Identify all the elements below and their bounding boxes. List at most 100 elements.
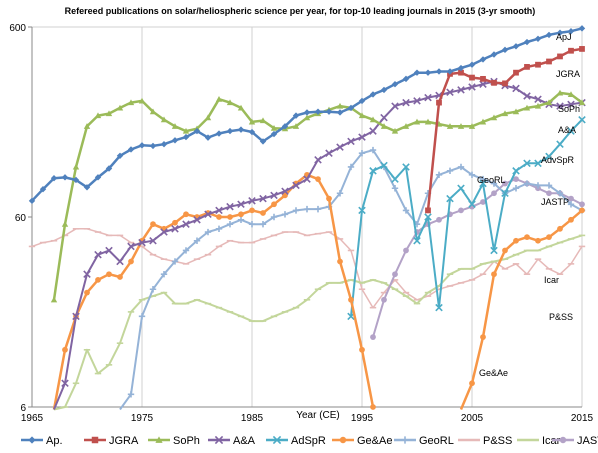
legend-swatch-marker	[155, 436, 163, 443]
data-point	[303, 114, 311, 121]
data-point	[578, 115, 586, 124]
data-point	[325, 149, 333, 157]
data-point	[512, 84, 520, 93]
data-point	[490, 114, 498, 121]
data-point	[578, 99, 586, 106]
data-point	[117, 274, 123, 280]
data-point	[391, 175, 399, 183]
data-point	[579, 207, 585, 214]
legend-label: P&SS	[483, 435, 512, 447]
data-point	[534, 182, 542, 189]
data-point	[95, 277, 101, 283]
data-point	[381, 296, 387, 303]
data-point	[160, 270, 168, 278]
data-point	[479, 118, 487, 125]
data-point	[171, 137, 179, 144]
data-point	[490, 180, 498, 187]
series-label: SoPh	[558, 104, 580, 114]
data-point	[204, 210, 212, 219]
data-point	[556, 29, 564, 36]
data-point	[534, 102, 542, 109]
data-point	[523, 38, 531, 46]
data-point	[513, 176, 519, 182]
legend-label: AdSpR	[291, 435, 326, 447]
data-point	[457, 184, 465, 193]
data-point	[402, 98, 410, 107]
data-point	[204, 114, 212, 121]
data-point	[468, 123, 476, 129]
data-point	[303, 205, 311, 213]
legend-item: GeoRL	[394, 435, 454, 447]
data-point	[160, 228, 168, 236]
data-point	[193, 216, 201, 224]
x-tick-label: 1995	[351, 413, 374, 424]
data-point	[391, 102, 399, 110]
data-point	[446, 123, 454, 129]
data-point	[116, 257, 124, 266]
data-point	[72, 163, 80, 170]
data-point	[380, 123, 388, 129]
data-point	[403, 247, 409, 254]
series-label: A&A	[558, 125, 576, 135]
data-point	[259, 194, 267, 203]
data-point	[480, 199, 486, 205]
data-point	[568, 195, 574, 202]
legend-item: A&A	[208, 435, 256, 447]
data-point	[281, 123, 289, 130]
data-point	[424, 69, 432, 76]
data-point	[248, 197, 256, 205]
data-point	[62, 346, 68, 353]
data-point	[105, 110, 113, 117]
data-point	[270, 130, 278, 138]
data-point	[94, 250, 102, 259]
data-point	[226, 99, 234, 106]
data-point	[182, 133, 190, 141]
data-point	[391, 185, 399, 192]
data-point	[556, 140, 564, 148]
data-point	[523, 104, 531, 111]
data-point	[435, 303, 443, 312]
data-point	[149, 236, 157, 245]
data-point	[380, 113, 388, 122]
data-point	[292, 207, 300, 214]
data-point	[171, 123, 179, 129]
data-point	[424, 213, 432, 221]
data-point	[227, 214, 233, 220]
data-point	[149, 108, 157, 115]
data-point	[546, 58, 552, 65]
series-line	[31, 228, 583, 309]
legend-swatch-marker	[28, 436, 36, 444]
data-point	[469, 380, 475, 387]
data-point	[491, 79, 497, 86]
data-point	[160, 140, 168, 148]
series-icar	[53, 234, 586, 411]
data-point	[512, 43, 520, 50]
data-point	[138, 142, 146, 149]
data-point	[226, 127, 234, 135]
data-point	[380, 86, 388, 94]
x-tick-label: 1965	[21, 413, 44, 424]
legend-label: A&A	[233, 435, 256, 447]
data-point	[424, 93, 432, 102]
data-point	[193, 237, 201, 244]
series-georl	[119, 146, 586, 411]
data-point	[248, 128, 256, 136]
data-point	[270, 191, 278, 200]
x-tick-label: 1985	[241, 413, 264, 424]
data-point	[369, 146, 377, 154]
series-label: ApJ	[556, 32, 572, 42]
series-label: GeoRL	[477, 175, 506, 185]
data-point	[457, 123, 465, 129]
legend-item: AdSpR	[266, 435, 326, 447]
data-point	[50, 296, 58, 303]
legend-swatch-marker	[214, 435, 224, 445]
data-point	[226, 202, 234, 211]
data-point	[502, 247, 508, 254]
data-point	[567, 91, 575, 97]
data-point	[512, 167, 520, 175]
series-label: AdvSpR	[541, 155, 575, 165]
data-point	[259, 117, 267, 124]
data-point	[578, 25, 586, 32]
data-point	[502, 80, 508, 87]
